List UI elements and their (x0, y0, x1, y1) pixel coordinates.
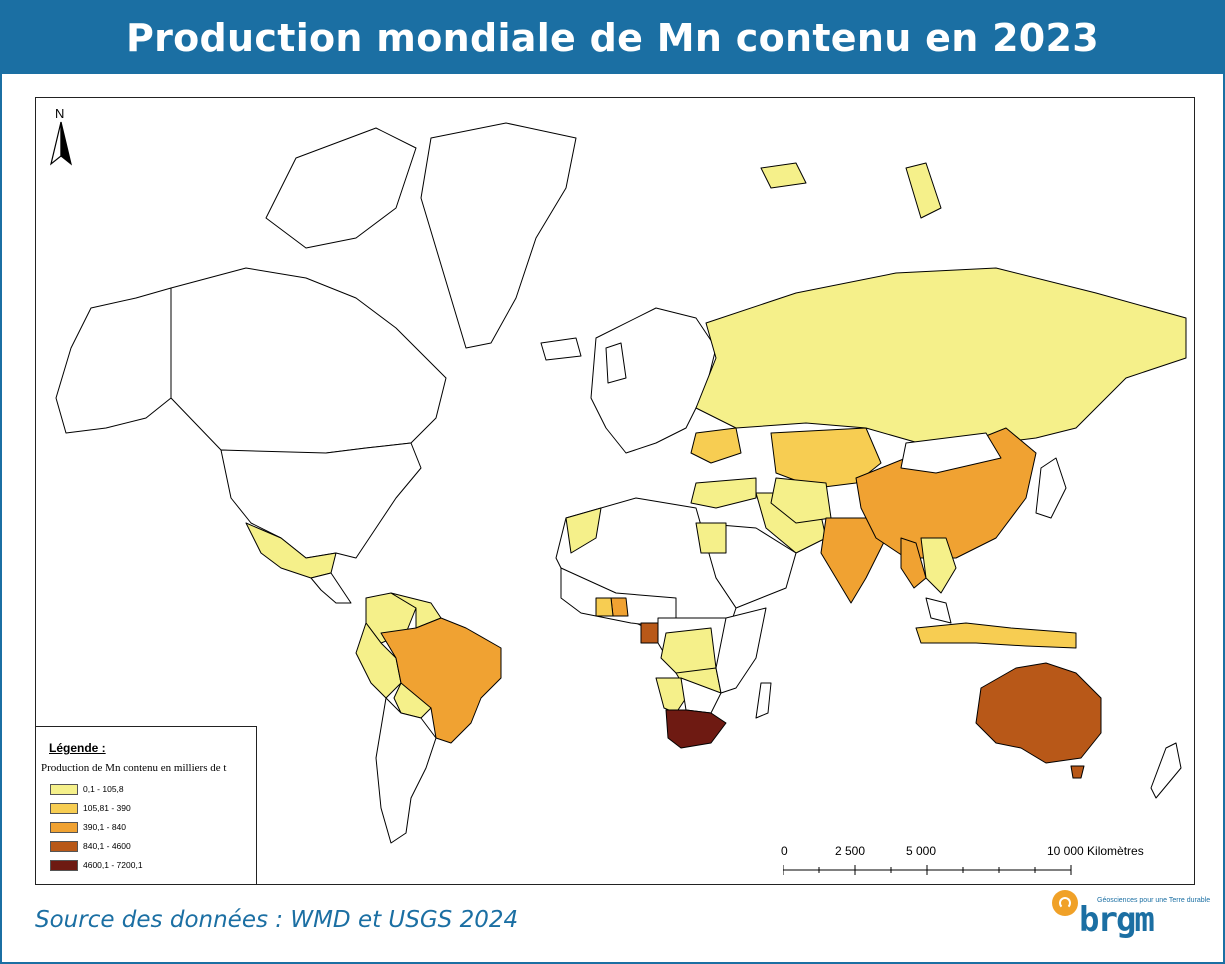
svalbard (760, 162, 807, 189)
gabon (640, 622, 659, 644)
legend-item: 0,1 - 105,8 (50, 783, 124, 795)
mongolia (900, 432, 1002, 474)
legend: Légende : Production de Mn contenu en mi… (36, 726, 257, 884)
east-africa (715, 607, 767, 694)
brgm-logo-icon (1052, 890, 1078, 916)
logo-tagline: Géosciences pour une Terre durable (1097, 897, 1211, 904)
legend-swatch (50, 840, 78, 852)
peru (355, 622, 402, 699)
legend-item: 390,1 - 840 (50, 821, 126, 833)
turkey (690, 477, 757, 509)
europe (590, 307, 717, 454)
legend-item: 840,1 - 4600 (50, 840, 131, 852)
usa (220, 442, 422, 559)
south-africa (665, 709, 727, 749)
scale-bar-line (783, 865, 1072, 875)
vietnam (920, 537, 957, 594)
novaya-zemlya (905, 162, 942, 219)
map-panel: N Légende : Production de Mn contenu en … (35, 97, 1195, 885)
scale-bar: 0 2 500 5 000 10 000 Kilomètres (781, 844, 1171, 878)
madagascar (755, 682, 772, 719)
brgm-logo: Géosciences pour une Terre durable brgm (1052, 890, 1212, 950)
page-title: Production mondiale de Mn contenu en 202… (125, 16, 1100, 60)
myanmar (900, 537, 927, 589)
uk (605, 342, 627, 384)
scale-tick-label: 2 500 (835, 844, 866, 858)
legend-swatch (50, 802, 78, 814)
legend-label: 105,81 - 390 (83, 803, 131, 813)
legend-label: 390,1 - 840 (83, 822, 127, 832)
scale-tick-label: 0 (781, 844, 788, 858)
japan (1035, 457, 1067, 519)
new-zealand (1150, 742, 1182, 799)
legend-item: 4600,1 - 7200,1 (50, 859, 143, 871)
legend-label: 840,1 - 4600 (83, 841, 131, 851)
title-bar: Production mondiale de Mn contenu en 202… (2, 2, 1223, 74)
scale-tick-label: 10 000 Kilomètres (1047, 844, 1144, 858)
kazakhstan (770, 427, 882, 489)
argentina (375, 697, 437, 844)
ukraine (690, 427, 742, 464)
greenland (420, 122, 577, 349)
iceland (540, 337, 582, 361)
world-map (55, 122, 1187, 844)
logo-wordmark: brgm (1079, 900, 1155, 940)
australia (975, 662, 1102, 764)
scale-tick-label: 5 000 (906, 844, 937, 858)
central-america (310, 572, 352, 604)
legend-swatch (50, 821, 78, 833)
egypt (695, 522, 727, 554)
legend-label: 4600,1 - 7200,1 (83, 860, 143, 870)
canada (170, 267, 447, 454)
malaysia (925, 597, 952, 624)
north-arrow-icon (50, 121, 72, 166)
arctic-islands (265, 127, 417, 249)
legend-item: 105,81 - 390 (50, 802, 131, 814)
alaska (55, 287, 172, 434)
russia (695, 267, 1187, 449)
source-note: Source des données : WMD et USGS 2024 (35, 907, 519, 933)
ghana (610, 597, 629, 617)
legend-subtitle: Production de Mn contenu en milliers de … (41, 762, 227, 774)
legend-heading: Légende : (49, 741, 106, 755)
tasmania (1070, 765, 1085, 779)
legend-swatch (50, 783, 78, 795)
morocco (565, 507, 602, 554)
legend-label: 0,1 - 105,8 (83, 784, 124, 794)
cote-ivoire (595, 597, 614, 617)
north-label: N (55, 106, 65, 121)
indonesia (915, 622, 1077, 649)
north-arrow: N (48, 106, 74, 168)
uzbekistan (770, 477, 832, 524)
legend-swatch (50, 859, 78, 871)
namibia (655, 677, 687, 714)
